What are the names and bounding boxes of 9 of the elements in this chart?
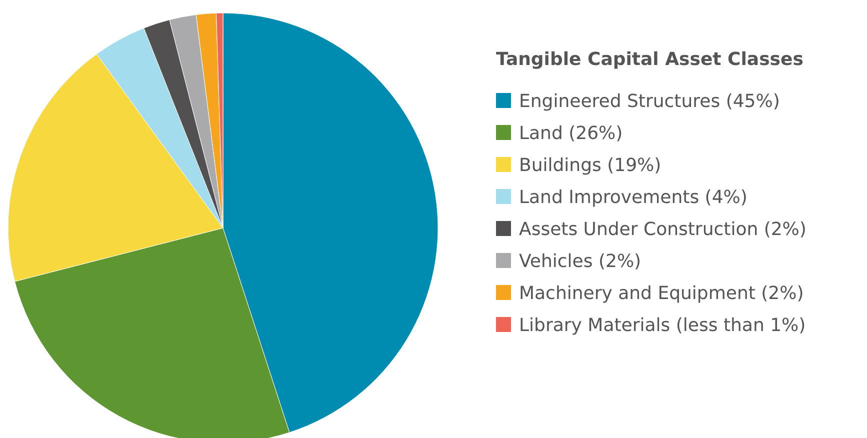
legend-label: Library Materials (less than 1%) bbox=[519, 315, 806, 336]
legend-title: Tangible Capital Asset Classes bbox=[496, 49, 804, 70]
legend-label: Engineered Structures (45%) bbox=[519, 91, 780, 112]
legend-label: Machinery and Equipment (2%) bbox=[519, 283, 804, 304]
legend-label: Land Improvements (4%) bbox=[519, 187, 748, 208]
legend-label: Buildings (19%) bbox=[519, 155, 662, 176]
legend-label: Assets Under Construction (2%) bbox=[519, 219, 806, 240]
legend-label: Vehicles (2%) bbox=[519, 251, 642, 272]
legend-label: Land (26%) bbox=[519, 123, 623, 144]
